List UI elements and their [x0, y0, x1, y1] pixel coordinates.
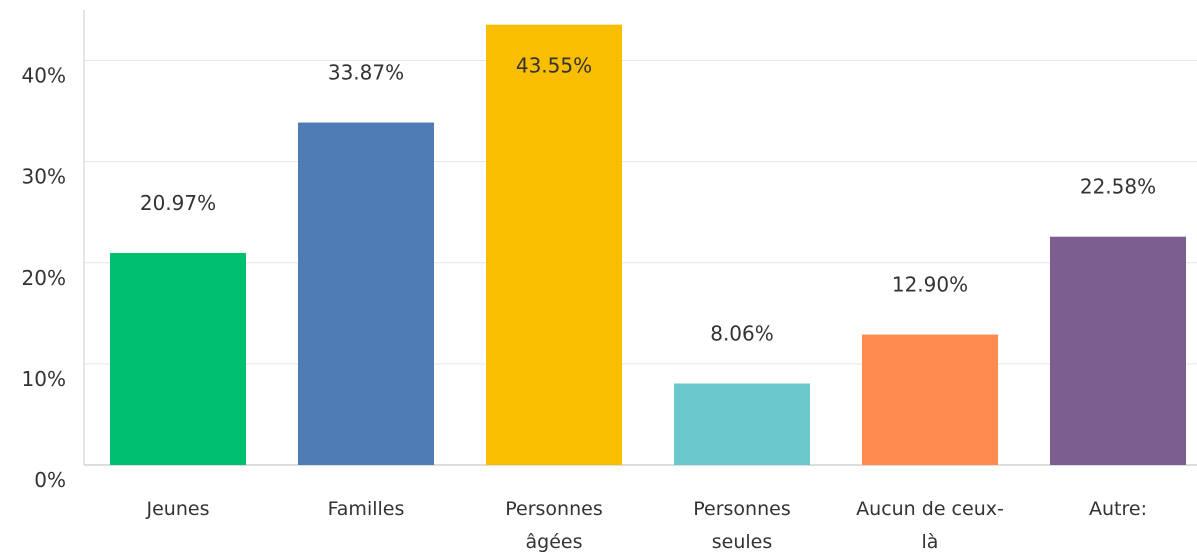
y-tick-label: 20% — [22, 266, 66, 290]
bar — [862, 334, 998, 465]
y-tick-label: 40% — [22, 64, 66, 88]
bar — [298, 122, 434, 465]
x-tick-label: Personnes seules — [693, 498, 791, 553]
bar — [486, 24, 622, 466]
value-label: 33.87% — [328, 61, 404, 85]
value-label: 43.55% — [516, 54, 592, 78]
x-tick-label: Jeunes — [146, 498, 210, 520]
value-label: 12.90% — [892, 273, 968, 297]
y-tick-label: 30% — [22, 165, 66, 189]
x-tick-label: Autre: — [1089, 498, 1147, 520]
x-tick-label: Aucun de ceux-là — [856, 498, 1004, 553]
value-label: 20.97% — [140, 191, 216, 215]
value-label: 22.58% — [1080, 175, 1156, 199]
value-label: 8.06% — [710, 322, 774, 346]
bar — [110, 252, 246, 465]
bar — [674, 383, 810, 465]
y-tick-label: 10% — [22, 367, 66, 391]
bar — [1050, 236, 1186, 465]
x-tick-label: Personnes âgées — [505, 498, 603, 553]
y-tick-label: 0% — [34, 468, 66, 492]
x-tick-label: Familles — [327, 498, 405, 520]
